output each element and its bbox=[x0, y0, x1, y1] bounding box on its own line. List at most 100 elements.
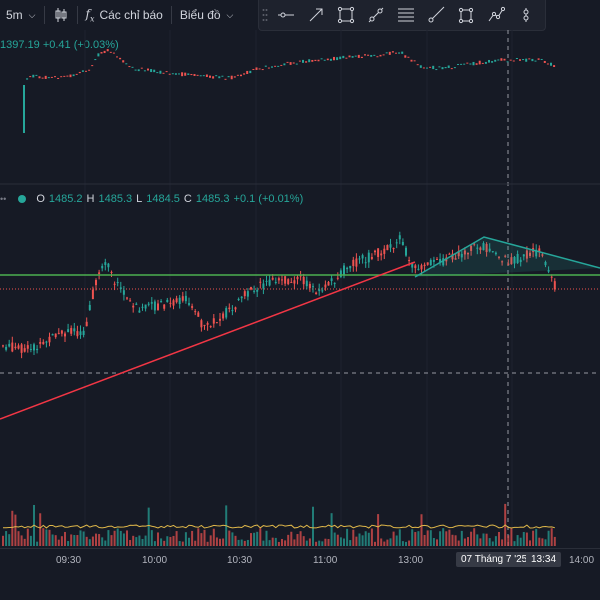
top-candle bbox=[227, 76, 230, 78]
volume-bar bbox=[436, 539, 438, 546]
candle-body bbox=[358, 258, 361, 260]
candle-body bbox=[113, 283, 116, 285]
volume-bar bbox=[178, 541, 181, 546]
brush-tool[interactable] bbox=[511, 0, 541, 30]
volume-ma-line bbox=[2, 524, 555, 529]
top-candle bbox=[292, 62, 295, 64]
top-candle bbox=[162, 72, 165, 74]
volume-bar bbox=[246, 539, 249, 546]
trend-line-tool[interactable] bbox=[361, 0, 391, 30]
settings-icon[interactable]: •• bbox=[0, 194, 7, 204]
candles-button[interactable] bbox=[47, 0, 75, 30]
top-candle bbox=[472, 61, 475, 66]
top-pane-legend: 1397.19 +0.41 (+0.03%) bbox=[0, 39, 119, 51]
toolbar-divider bbox=[43, 6, 45, 24]
drawing-toolbar bbox=[258, 0, 546, 31]
volume-bar bbox=[163, 540, 166, 546]
top-candle bbox=[416, 64, 419, 66]
top-candle bbox=[320, 58, 323, 60]
top-candle bbox=[119, 57, 122, 60]
candle-body bbox=[88, 304, 91, 310]
volume-bar bbox=[132, 535, 135, 546]
triangle-pattern bbox=[414, 236, 600, 278]
candle-body bbox=[324, 284, 327, 288]
top-candle bbox=[391, 51, 394, 53]
top-candle bbox=[345, 57, 348, 59]
top-candle bbox=[385, 52, 388, 54]
top-candle bbox=[264, 65, 267, 67]
arrow-tool[interactable] bbox=[301, 0, 331, 30]
top-candle bbox=[171, 73, 174, 75]
volume-bar bbox=[541, 538, 544, 546]
volume-bar bbox=[147, 507, 150, 546]
candle-body bbox=[417, 268, 420, 270]
candle-body bbox=[197, 312, 200, 317]
top-candle bbox=[72, 74, 75, 77]
rectangle-tool[interactable] bbox=[331, 0, 361, 30]
top-candle bbox=[221, 75, 224, 77]
measure-tool[interactable] bbox=[451, 0, 481, 30]
top-candle bbox=[69, 74, 72, 78]
volume-bar bbox=[57, 539, 60, 546]
fx-icon: fx bbox=[85, 6, 95, 24]
candle-body bbox=[82, 330, 85, 336]
ray-tool[interactable] bbox=[421, 0, 451, 30]
candle-body bbox=[60, 330, 63, 334]
candle-body bbox=[42, 341, 45, 345]
volume-bar bbox=[395, 535, 398, 546]
volume-bar bbox=[259, 528, 262, 546]
volume-bar bbox=[67, 541, 70, 546]
volume-bar bbox=[525, 532, 528, 546]
top-candle bbox=[246, 70, 249, 75]
top-candle bbox=[360, 56, 363, 59]
top-candle bbox=[370, 55, 373, 57]
candle-body bbox=[411, 262, 414, 268]
candle-body bbox=[228, 307, 231, 310]
top-candle bbox=[286, 61, 289, 63]
time-axis[interactable]: 09:30 10:00 10:30 11:00 13:00 14:00 07 T… bbox=[0, 548, 600, 573]
candle-body bbox=[73, 328, 76, 332]
candle-body bbox=[237, 298, 240, 301]
volume-bar bbox=[293, 539, 296, 546]
position-tool[interactable] bbox=[481, 0, 511, 30]
volume-bar bbox=[296, 534, 299, 546]
volume-bar bbox=[401, 541, 404, 546]
volume-bar bbox=[290, 531, 293, 546]
candle-body bbox=[33, 344, 35, 351]
top-candle bbox=[398, 52, 401, 54]
candle-body bbox=[160, 301, 163, 303]
top-candle bbox=[112, 52, 115, 54]
candle-body bbox=[144, 304, 147, 309]
candle-body bbox=[98, 272, 101, 275]
volume-bar bbox=[386, 539, 389, 546]
fib-tool[interactable] bbox=[391, 0, 421, 30]
candle-body bbox=[479, 247, 482, 250]
candle-body bbox=[370, 257, 373, 259]
candle-body bbox=[191, 306, 194, 308]
volume-bar bbox=[547, 530, 550, 546]
candle-body bbox=[544, 261, 547, 266]
drag-handle-icon[interactable] bbox=[259, 0, 271, 30]
top-candle bbox=[128, 66, 131, 68]
top-candle bbox=[302, 59, 304, 63]
price-chart[interactable] bbox=[0, 0, 600, 548]
top-candle bbox=[29, 76, 32, 78]
volume-bar bbox=[519, 537, 522, 546]
top-candle bbox=[342, 55, 345, 59]
indicators-button[interactable]: fx Các chỉ báo bbox=[80, 0, 169, 30]
volume-bar bbox=[169, 536, 172, 546]
interval-selector[interactable]: 5m ⌵ bbox=[0, 0, 42, 30]
candle-body bbox=[271, 277, 274, 280]
top-candle bbox=[364, 54, 366, 56]
candle-body bbox=[414, 265, 417, 269]
horizontal-line-tool[interactable] bbox=[271, 0, 301, 30]
candle-body bbox=[215, 322, 218, 324]
volume-bar bbox=[327, 539, 330, 546]
top-candle bbox=[336, 57, 339, 61]
brush-icon bbox=[523, 8, 529, 22]
top-candle bbox=[54, 76, 56, 78]
volume-bar bbox=[429, 530, 432, 546]
chart-type-button[interactable]: Biểu đồ ⌵ bbox=[174, 0, 240, 30]
candle-body bbox=[538, 248, 541, 252]
volume-bar bbox=[299, 531, 302, 546]
